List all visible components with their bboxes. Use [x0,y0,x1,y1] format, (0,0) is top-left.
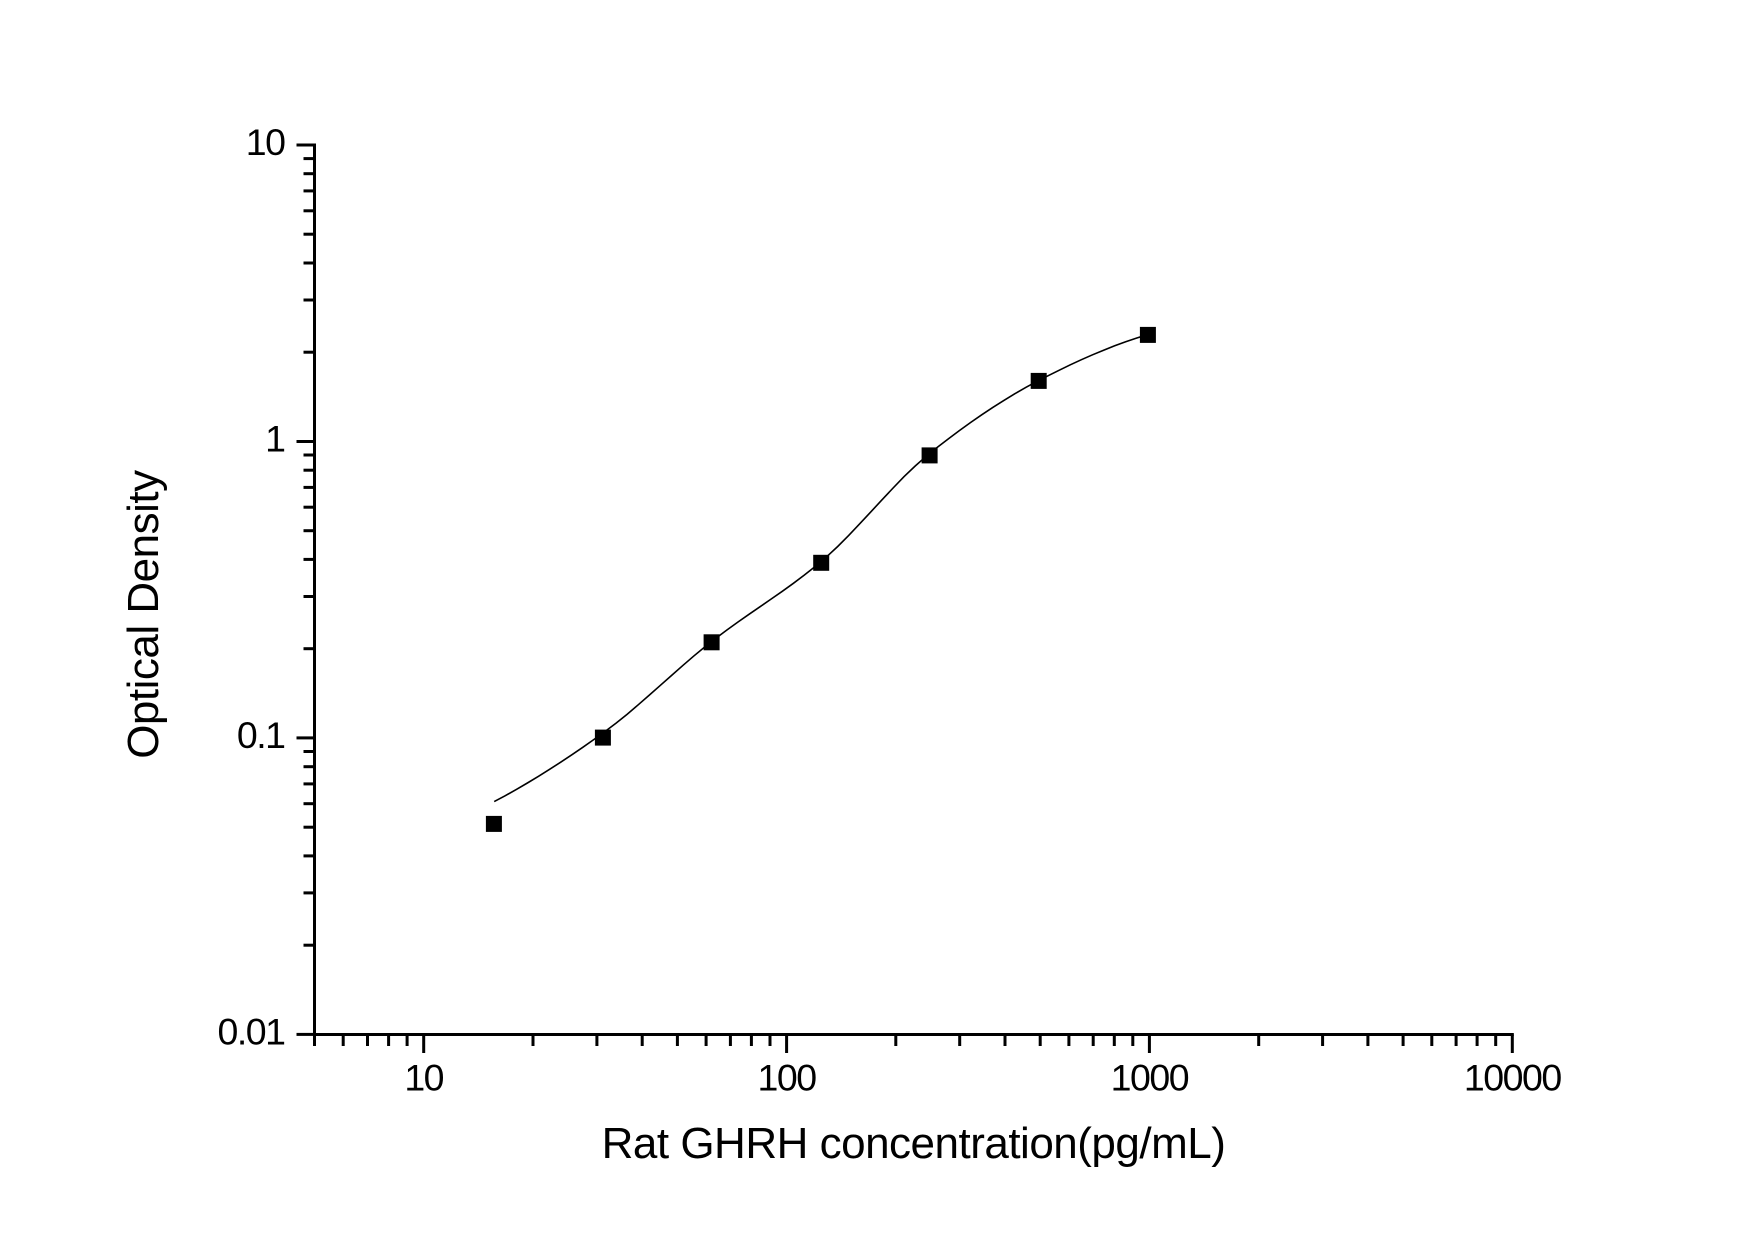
svg-text:1000: 1000 [1111,1057,1189,1099]
svg-text:1: 1 [265,418,285,460]
svg-text:0.01: 0.01 [218,1010,286,1052]
svg-text:Optical Density: Optical Density [119,470,168,759]
svg-text:10000: 10000 [1464,1057,1561,1099]
svg-text:10: 10 [404,1057,443,1099]
svg-text:0.1: 0.1 [237,714,285,756]
svg-text:10: 10 [246,121,285,163]
svg-text:100: 100 [758,1057,817,1099]
svg-text:Rat GHRH concentration(pg/mL): Rat GHRH concentration(pg/mL) [602,1119,1226,1168]
